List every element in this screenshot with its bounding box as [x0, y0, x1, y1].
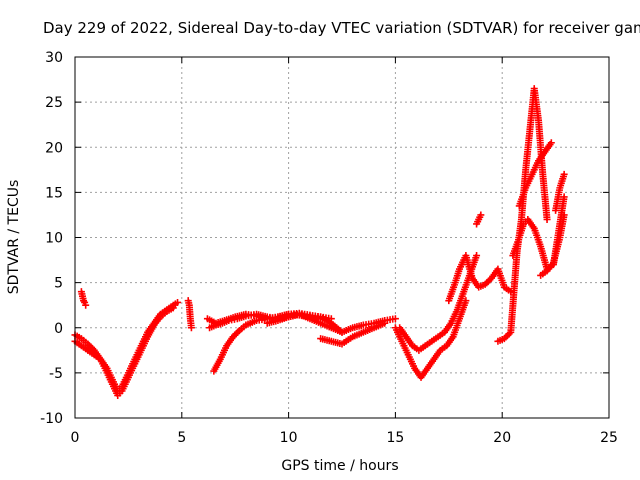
data-point	[391, 315, 399, 323]
data-point	[381, 319, 389, 327]
chart-title: Day 229 of 2022, Sidereal Day-to-day VTE…	[43, 19, 640, 37]
data-point	[477, 211, 485, 219]
x-tick-label: 0	[71, 430, 80, 446]
y-tick-label: 20	[45, 140, 63, 156]
series-track-q	[537, 211, 568, 279]
x-tick-label: 10	[280, 430, 298, 446]
x-tick-label: 15	[386, 430, 404, 446]
y-tick-label: 5	[54, 276, 63, 292]
y-tick-label: 30	[45, 50, 63, 66]
y-tick-label: 10	[45, 231, 63, 247]
y-tick-label: 0	[54, 321, 63, 337]
y-tick-label: -5	[49, 366, 63, 382]
series-track-p	[515, 139, 555, 210]
x-axis-label: GPS time / hours	[281, 458, 398, 474]
data-point	[560, 193, 568, 201]
data-point	[174, 298, 182, 306]
x-tick-label: 25	[600, 430, 618, 446]
x-tick-label: 20	[493, 430, 511, 446]
series-track-m	[473, 211, 485, 228]
data-point	[547, 139, 555, 147]
series-track-n	[494, 85, 551, 345]
data-point	[473, 252, 481, 260]
series-track-b	[71, 304, 177, 399]
y-tick-label: -10	[40, 411, 63, 427]
series-track-c	[77, 288, 90, 309]
data-point	[543, 215, 551, 223]
series-track-i	[317, 319, 389, 348]
series-track-k	[396, 252, 481, 354]
y-axis-label: SDTVAR / TECUs	[6, 180, 22, 295]
series-track-d	[184, 297, 195, 332]
x-tick-label: 5	[177, 430, 186, 446]
data-point	[560, 211, 568, 219]
data-point	[82, 301, 90, 309]
y-tick-label: 25	[45, 95, 63, 111]
y-tick-label: 15	[45, 185, 63, 201]
axis-ticks: 0 5 10 15 20 25 -10 -5 0 5 10 15 20 25 30	[40, 50, 618, 446]
series-track-l	[445, 252, 515, 305]
data-points	[71, 85, 568, 399]
series-track-r	[552, 170, 568, 214]
data-point	[169, 304, 177, 312]
data-point	[560, 170, 568, 178]
data-point	[187, 324, 195, 332]
